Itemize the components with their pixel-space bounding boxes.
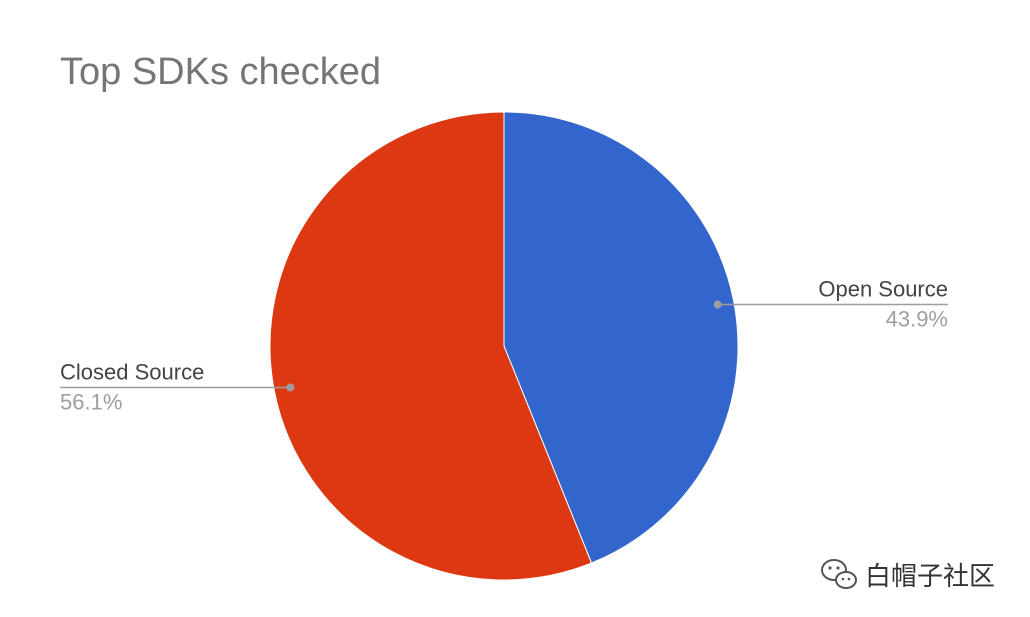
pie-slice-open-source: [503, 111, 739, 564]
watermark-text: 白帽子社区: [865, 561, 995, 591]
chart-title: Top SDKs checked: [60, 51, 381, 93]
pie-slice-closed-source: [269, 111, 593, 581]
slice-label-open-source: Open Source: [818, 277, 948, 302]
pie-slices: [269, 111, 739, 581]
slice-value-open-source: 43.9%: [886, 307, 948, 332]
wechat-icon: [821, 559, 857, 589]
slice-label-closed-source: Closed Source: [60, 359, 204, 384]
slice-labels: Open Source 43.9% Closed Source 56.1%: [60, 277, 948, 414]
leader-dot-closed-source: [286, 383, 295, 392]
watermark: 白帽子社区: [821, 559, 995, 591]
leader-dot-open-source: [713, 300, 722, 309]
slice-value-closed-source: 56.1%: [60, 389, 122, 414]
